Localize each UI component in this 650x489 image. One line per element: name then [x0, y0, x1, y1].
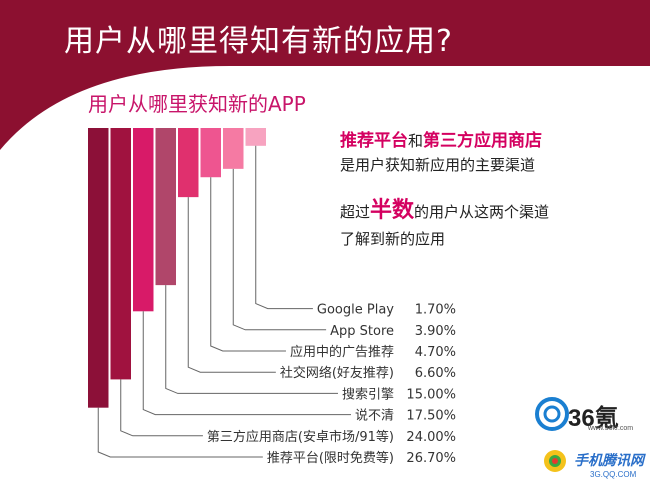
bar-1 [88, 128, 109, 408]
value-label-1: 26.70% [406, 451, 456, 466]
connector-line-1 [97, 407, 263, 458]
category-label-4: 搜索引擎 [342, 387, 394, 402]
note-text-over: 超过 [340, 203, 371, 221]
value-label-7: 3.90% [415, 324, 456, 339]
category-label-3: 说不清 [355, 409, 394, 424]
connector-line-8 [255, 145, 313, 310]
note-text-users: 的用户从这两个渠道 [414, 203, 550, 221]
connector-line-7 [232, 168, 327, 331]
logo-36kr-text: 36氪 [568, 405, 619, 432]
logo-qq-icon [544, 450, 566, 472]
value-label-8: 1.70% [415, 303, 456, 318]
connector-line-5 [187, 197, 276, 373]
logo-36kr-icon [535, 397, 569, 431]
logo-tencent-text: 手机腾讯网 [574, 453, 644, 469]
bar-5 [178, 128, 199, 198]
header-banner [0, 0, 650, 150]
category-label-1: 推荐平台(限时免费等) [267, 450, 394, 466]
category-label-8: Google Play [317, 303, 394, 318]
note-line-3: 超过半数的用户从这两个渠道 [340, 200, 549, 223]
category-label-2: 第三方应用商店(安卓市场/91等) [207, 429, 394, 445]
connector-line-4 [165, 285, 338, 394]
value-label-3: 17.50% [406, 409, 456, 424]
bar-6 [200, 128, 221, 178]
note-highlight-half: 半数 [370, 198, 415, 223]
connector-line-3 [142, 311, 351, 416]
note-line-4: 了解到新的应用 [340, 230, 446, 248]
value-label-2: 24.00% [406, 430, 456, 445]
category-label-6: 应用中的广告推荐 [290, 344, 394, 360]
category-label-7: App Store [330, 324, 394, 339]
chart-title: 用户从哪里获知新的APP [88, 92, 306, 116]
value-label-4: 15.00% [406, 387, 456, 402]
connector-line-2 [120, 379, 203, 437]
bar-3 [133, 128, 154, 312]
note-line-2: 是用户获知新应用的主要渠道 [340, 156, 536, 174]
logo-tencent-url: 3G.QQ.COM [590, 470, 637, 479]
bar-8 [245, 128, 266, 146]
connector-line-6 [210, 177, 286, 352]
logo-36kr-url: www.36kr.com [588, 425, 634, 432]
note-highlight-store: 第三方应用商店 [423, 131, 543, 151]
bar-7 [223, 128, 244, 169]
note-line-1: 推荐平台和第三方应用商店 [340, 130, 542, 152]
note-highlight-platform: 推荐平台 [340, 131, 408, 151]
slide-title: 用户从哪里得知有新的应用? [64, 24, 453, 59]
bar-2 [110, 128, 131, 380]
category-label-5: 社交网络(好友推荐) [280, 365, 394, 381]
value-label-5: 6.60% [415, 366, 456, 381]
note-connector: 和 [408, 132, 424, 150]
value-label-6: 4.70% [415, 345, 456, 360]
bar-4 [155, 128, 176, 286]
